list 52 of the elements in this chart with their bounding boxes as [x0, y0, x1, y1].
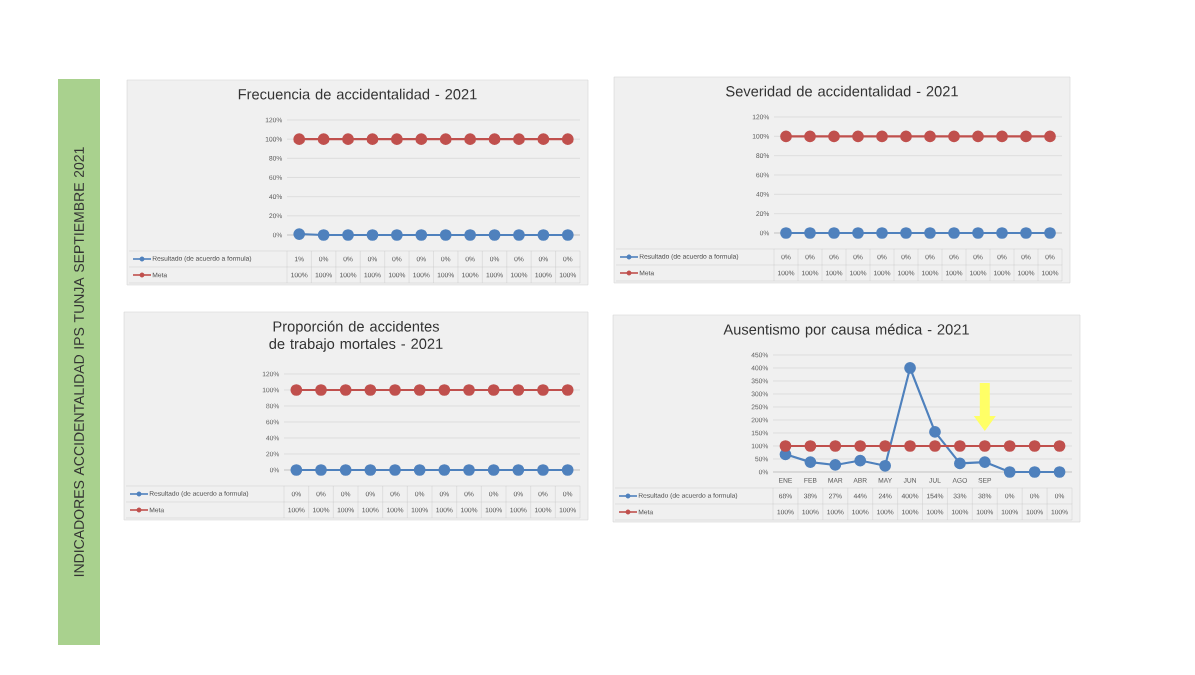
point	[904, 362, 916, 374]
point	[366, 133, 379, 146]
point	[804, 456, 817, 468]
point	[954, 457, 966, 470]
point	[804, 440, 817, 452]
point	[829, 440, 842, 452]
point	[439, 229, 452, 241]
point	[391, 229, 403, 241]
point	[293, 228, 306, 240]
point	[513, 229, 525, 241]
point	[561, 133, 574, 146]
point	[978, 440, 991, 452]
point	[1028, 466, 1041, 478]
point	[954, 440, 966, 452]
point	[537, 133, 550, 146]
point	[879, 459, 891, 472]
point	[1053, 466, 1066, 478]
chart-title: Ausentismo por causa médica - 2021	[723, 323, 969, 338]
point	[904, 440, 916, 452]
chart-title: Severidad de accidentalidad - 2021	[726, 85, 958, 97]
point	[391, 133, 403, 146]
point	[829, 459, 842, 471]
point	[561, 229, 574, 241]
point	[1003, 440, 1016, 452]
point	[415, 229, 428, 241]
point	[317, 133, 330, 146]
point	[779, 440, 792, 452]
point	[513, 133, 525, 146]
point	[488, 133, 501, 146]
point	[464, 229, 476, 241]
point	[342, 229, 354, 241]
point	[1028, 440, 1041, 452]
point	[366, 229, 379, 241]
point	[1053, 440, 1066, 452]
point	[929, 440, 941, 452]
point	[854, 440, 867, 452]
chart-title: Proporción de accidentes de trabajo mortales - 2021	[269, 320, 443, 352]
point	[488, 229, 501, 241]
point	[439, 133, 452, 146]
point	[293, 133, 306, 146]
point	[317, 229, 330, 241]
point	[978, 456, 991, 468]
point	[1003, 466, 1016, 478]
point	[415, 133, 428, 146]
point	[879, 440, 891, 452]
point	[464, 133, 476, 146]
text: INDICADORES ACCIDENTALIDAD IPS TUNJA SEPTIEMBRE 2021	[74, 147, 84, 577]
point	[537, 229, 550, 241]
point	[854, 454, 867, 467]
point	[929, 426, 941, 438]
point	[342, 133, 354, 146]
chart-title: Frecuencia de accidentalidad - 2021	[238, 88, 477, 100]
